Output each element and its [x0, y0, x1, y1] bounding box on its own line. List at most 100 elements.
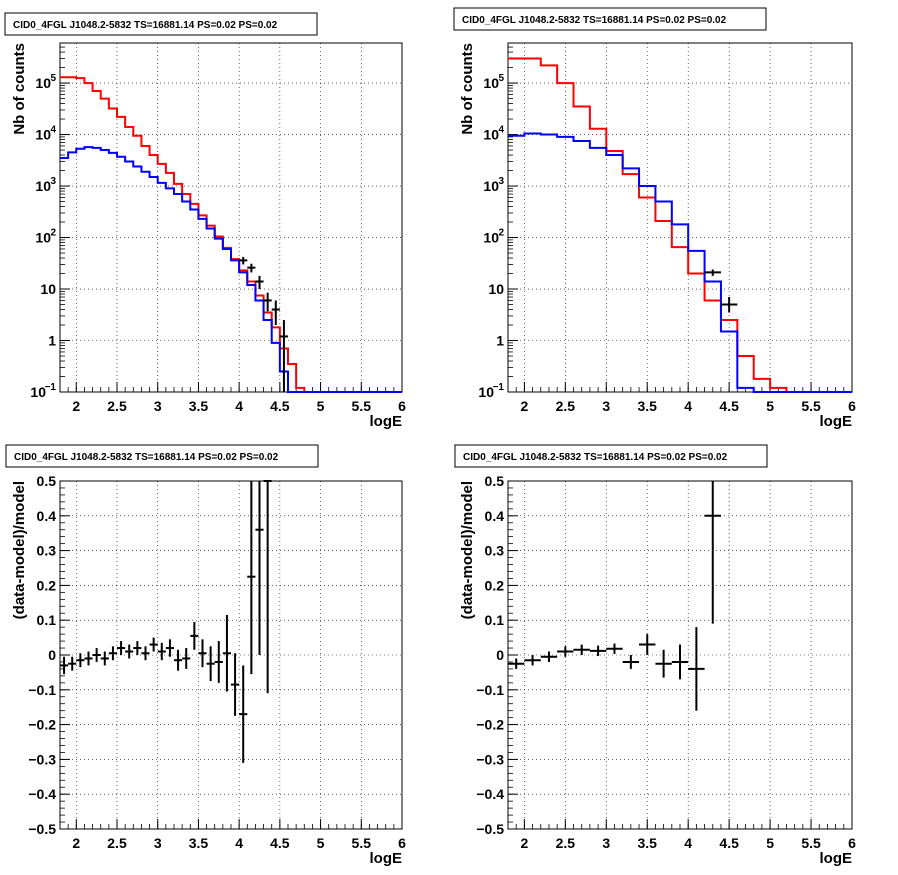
y-axis-label: Nb of counts: [459, 43, 476, 135]
plot-frame: [59, 480, 403, 830]
panel-bottom-left: 2 2.5 3 3.5 4 4.5 5 5.5 6 −0.5 −0.4 −0.3 −0.2 −0.1 0 0.…: [5, 444, 406, 867]
x-tick-label: 2.5: [556, 835, 576, 851]
y-tick-exponent: 4: [50, 125, 56, 136]
y-tick-label: −0.1: [476, 682, 504, 698]
title-box: [453, 7, 767, 31]
y-tick-label: −0.2: [476, 717, 504, 733]
y-tick-exponent: 3: [50, 176, 56, 187]
x-tick-label: 2: [520, 398, 528, 414]
y-tick-label: 0: [496, 647, 504, 663]
x-tick-label: 5.5: [801, 835, 821, 851]
histogram-series: [508, 57, 852, 393]
y-tick-label: 0.1: [37, 612, 57, 628]
y-tick-label: 10: [478, 384, 494, 400]
y-tick-label: 1: [48, 333, 56, 349]
y-axis-label: (data-model)/model: [11, 481, 28, 619]
y-tick-label: 0: [48, 647, 56, 663]
x-axis-label: logE: [820, 413, 853, 430]
y-tick-exponent: 2: [498, 228, 504, 239]
chart-title: CID0_4FGL J1048.2-5832 TS=16881.14 PS=0.…: [462, 15, 727, 26]
x-tick-label: 4: [235, 398, 243, 414]
chart-title: CID0_4FGL J1048.2-5832 TS=16881.14 PS=0.…: [13, 20, 278, 31]
title-box: [454, 444, 768, 468]
x-tick-label: 5: [317, 835, 325, 851]
y-tick-exponent: 4: [498, 125, 504, 136]
x-tick-label: 5.5: [352, 398, 372, 414]
histogram-series: [508, 132, 852, 393]
y-tick-exponent: −1: [493, 382, 505, 393]
x-tick-label: 3: [154, 835, 162, 851]
chart-title: CID0_4FGL J1048.2-5832 TS=16881.14 PS=0.…: [14, 452, 279, 463]
x-tick-label: 6: [398, 835, 406, 851]
x-tick-label: 4: [684, 835, 692, 851]
y-tick-label: 0.1: [485, 612, 505, 628]
y-tick-label: 0.3: [37, 543, 57, 559]
x-tick-label: 4.5: [719, 398, 739, 414]
y-tick-label: 0.4: [485, 508, 505, 524]
panel-bottom-right: 2 2.5 3 3.5 4 4.5 5 5.5 6 −0.5 −0.4 −0.3 −0.2 −0.1 0 0.…: [454, 444, 856, 867]
y-tick-label: 10: [35, 75, 51, 91]
x-tick-label: 4.5: [719, 835, 739, 851]
title-box: [5, 444, 319, 468]
x-tick-label: 2.5: [107, 835, 127, 851]
x-tick-label: 3.5: [189, 835, 209, 851]
title-box: [4, 12, 318, 36]
y-tick-exponent: 5: [498, 73, 504, 84]
x-tick-label: 5.5: [352, 835, 372, 851]
x-tick-label: 5: [317, 398, 325, 414]
histogram-series: [60, 146, 402, 393]
x-tick-label: 4: [684, 398, 692, 414]
y-tick-exponent: 5: [50, 73, 56, 84]
x-tick-label: 2: [72, 398, 80, 414]
plot-frame: [59, 42, 403, 393]
x-axis-label: logE: [370, 413, 403, 430]
y-tick-label: 1: [496, 333, 504, 349]
x-tick-label: 3.5: [638, 398, 658, 414]
y-tick-label: 10: [488, 281, 504, 297]
x-tick-label: 3.5: [189, 398, 209, 414]
y-tick-label: 10: [30, 384, 46, 400]
y-tick-label: −0.1: [28, 682, 56, 698]
y-tick-label: 10: [35, 178, 51, 194]
y-tick-label: −0.4: [28, 786, 56, 802]
y-tick-label: −0.5: [476, 821, 504, 837]
y-tick-label: 0.5: [37, 473, 57, 489]
x-tick-label: 3: [154, 398, 162, 414]
x-tick-label: 2.5: [107, 398, 127, 414]
x-tick-label: 5: [766, 835, 774, 851]
y-tick-exponent: 3: [498, 176, 504, 187]
chart-title: CID0_4FGL J1048.2-5832 TS=16881.14 PS=0.…: [463, 452, 728, 463]
x-tick-label: 3.5: [638, 835, 658, 851]
x-tick-label: 4.5: [270, 835, 290, 851]
x-tick-label: 6: [848, 835, 856, 851]
x-tick-label: 4: [235, 835, 243, 851]
x-tick-label: 2.5: [556, 398, 576, 414]
y-tick-label: 10: [40, 281, 56, 297]
y-tick-label: 0.4: [37, 508, 57, 524]
y-tick-label: 0.5: [485, 473, 505, 489]
y-axis-label: Nb of counts: [11, 43, 28, 135]
x-tick-label: 2: [520, 835, 528, 851]
y-tick-label: 10: [483, 127, 499, 143]
x-tick-label: 2: [72, 835, 80, 851]
y-tick-label: −0.4: [476, 786, 504, 802]
y-tick-label: 10: [483, 230, 499, 246]
x-tick-label: 3: [602, 398, 610, 414]
y-tick-label: 0.2: [485, 577, 505, 593]
x-tick-label: 6: [848, 398, 856, 414]
y-tick-exponent: 2: [50, 228, 56, 239]
y-tick-label: 10: [483, 75, 499, 91]
y-tick-label: 0.3: [485, 543, 505, 559]
plot-frame: [507, 42, 853, 393]
x-tick-label: 5.5: [801, 398, 821, 414]
y-tick-label: 0.2: [37, 577, 57, 593]
x-tick-label: 6: [398, 398, 406, 414]
x-tick-label: 4.5: [270, 398, 290, 414]
x-axis-label: logE: [820, 850, 853, 867]
x-axis-label: logE: [370, 850, 403, 867]
y-axis-label: (data-model)/model: [459, 481, 476, 619]
y-tick-label: 10: [35, 230, 51, 246]
